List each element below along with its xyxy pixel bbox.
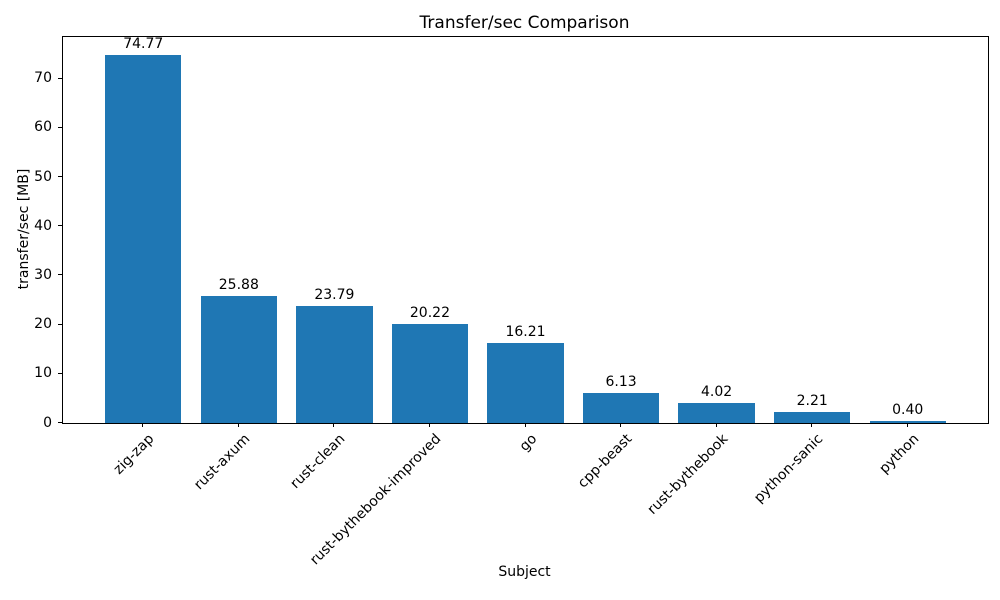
y-tick-mark: [58, 126, 62, 128]
x-tick-mark: [906, 423, 908, 427]
plot-area: 74.77 25.88 23.79 20.22 16.21 6.13 4.02 2.21 0.4…: [62, 36, 989, 424]
x-tick-mark: [333, 423, 335, 427]
bar: [105, 55, 182, 423]
y-tick-mark: [58, 225, 62, 227]
y-tick-label: 0: [43, 414, 52, 431]
y-tick-label: 10: [34, 365, 52, 382]
bar-value-label: 74.77: [123, 36, 164, 53]
bar: [487, 343, 564, 423]
y-tick-label: 20: [34, 316, 52, 333]
x-tick-mark: [237, 423, 239, 427]
y-tick-label: 40: [34, 217, 52, 234]
bar: [296, 306, 373, 423]
x-tick-mark: [428, 423, 430, 427]
y-tick-mark: [58, 176, 62, 178]
x-tick-mark: [811, 423, 813, 427]
y-tick-label: 30: [34, 266, 52, 283]
y-tick-mark: [58, 422, 62, 423]
bar-value-label: 6.13: [605, 373, 637, 390]
x-tick-mark: [524, 423, 526, 427]
bar: [582, 392, 660, 423]
x-tick-mark: [715, 423, 717, 427]
x-tick-mark: [142, 423, 144, 427]
bar: [678, 403, 755, 423]
y-tick-mark: [58, 274, 62, 276]
y-tick-label: 70: [34, 70, 52, 87]
bar-value-label: 2.21: [796, 393, 828, 410]
bar-value-label: 25.88: [218, 276, 259, 293]
y-tick-mark: [58, 323, 62, 325]
bar-value-label: 23.79: [314, 287, 355, 304]
y-tick-label: 60: [34, 119, 52, 136]
bar: [773, 412, 851, 423]
bar: [391, 323, 469, 423]
bar: [869, 421, 946, 423]
chart-title: Transfer/sec Comparison: [419, 13, 630, 33]
y-tick-mark: [58, 77, 62, 79]
x-axis-label: Subject: [498, 564, 551, 580]
bar-value-label: 16.21: [505, 324, 546, 341]
bar: [200, 295, 278, 423]
x-tick-mark: [620, 423, 622, 427]
bar-value-label: 20.22: [409, 304, 450, 321]
bar-value-label: 0.40: [892, 402, 924, 419]
bar-value-label: 4.02: [701, 384, 733, 401]
y-tick-mark: [58, 372, 62, 374]
y-tick-label: 50: [34, 168, 52, 185]
